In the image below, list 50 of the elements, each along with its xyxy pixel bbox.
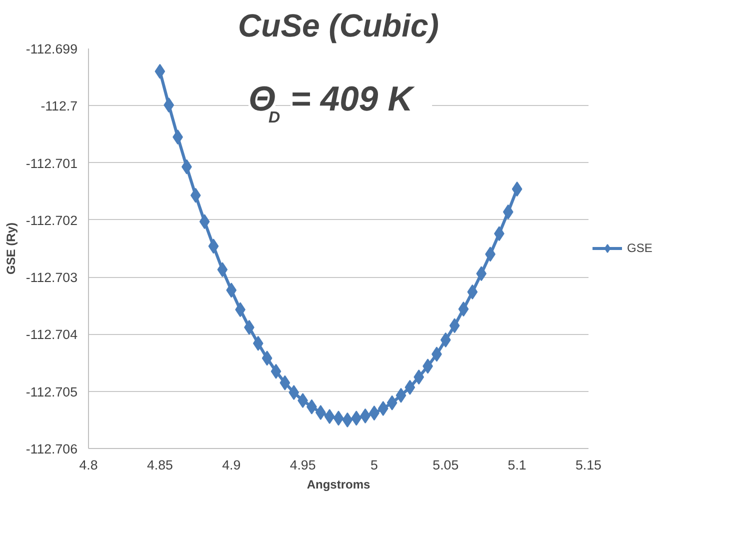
y-tick-label: -112.701 [26, 156, 78, 171]
x-axis-title: Angstroms [306, 478, 370, 492]
point [199, 214, 210, 230]
y-tick-label: -112.702 [26, 212, 78, 228]
x-tick-label: 5.05 [432, 458, 459, 472]
point [467, 284, 478, 300]
x-tick-label: 5.15 [576, 458, 602, 472]
point [217, 262, 228, 278]
point [386, 395, 398, 410]
x-tick-label: 5.1 [508, 458, 526, 472]
point [502, 204, 514, 220]
point [333, 410, 344, 426]
point [512, 182, 522, 197]
y-tick-label: -112.705 [26, 384, 78, 400]
point [280, 375, 290, 390]
y-tick-label: -112.7 [40, 98, 78, 114]
point [315, 405, 326, 420]
point [476, 266, 487, 282]
point [351, 410, 362, 426]
point [458, 302, 469, 317]
point [164, 98, 174, 113]
y-axis-title: GSE (Ry) [4, 222, 18, 275]
point [324, 409, 335, 424]
point [252, 336, 264, 351]
point [396, 388, 406, 403]
x-tick-label: 5 [370, 458, 378, 472]
point [226, 282, 237, 298]
point [262, 350, 272, 366]
legend-label: GSE [627, 241, 652, 255]
point [449, 318, 460, 334]
point [154, 64, 166, 79]
x-tick-label: 4.85 [146, 458, 173, 472]
point [342, 412, 353, 428]
point [288, 385, 300, 400]
y-tick-label: -112.706 [26, 442, 78, 456]
point [190, 188, 201, 203]
x-tick-label: 4.8 [79, 458, 98, 472]
y-tick-label: -112.704 [26, 327, 78, 342]
point [440, 332, 451, 348]
x-tick-label: 4.95 [290, 458, 316, 472]
y-tick-label: -112.703 [26, 270, 78, 286]
point [378, 401, 388, 416]
point [270, 364, 282, 379]
y-tick-label: -112.699 [26, 42, 78, 56]
point [208, 238, 219, 254]
chart-title: CuSe (Cubic) [238, 8, 439, 44]
x-tick-label: 4.9 [222, 458, 241, 472]
point [298, 393, 308, 408]
point [404, 380, 416, 395]
point [414, 370, 424, 385]
